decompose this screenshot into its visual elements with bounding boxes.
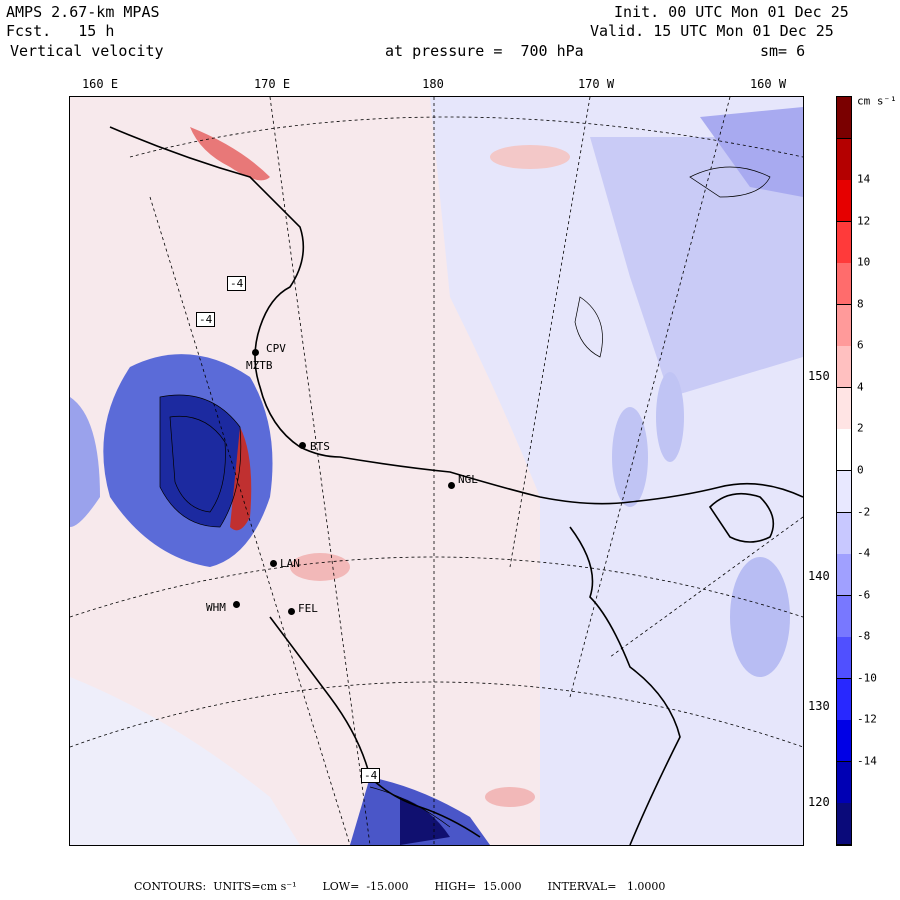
positive-core-ridge [230,427,252,531]
lon-label-160w: 160 W [749,77,787,91]
colorbar-swatch [837,471,851,514]
init-time: Init. 00 UTC Mon 01 Dec 25 [614,3,849,21]
lon-label-180: 180 [422,77,444,91]
meridian-160w [569,97,731,698]
colorbar-tick-label: -8 [857,629,871,643]
station-label-whm: WHM [206,601,226,614]
positive-region-north [190,127,270,181]
colorbar-swatch [837,761,851,804]
positive-blob [485,787,535,807]
colorbar-swatch [837,263,851,306]
colorbar-swatch [837,554,851,597]
station-dot [448,482,455,489]
negative-blob-east [730,557,790,677]
forecast-label: Fcst. 15 h [6,23,114,40]
colorbar-swatch [837,429,851,472]
contour [369,786,451,828]
contour-info: CONTOURS: UNITS=cm s⁻¹ LOW= -15.000 HIGH= … [134,880,691,893]
fcst-label: Fcst. [6,22,52,40]
colorbar-swatch [837,678,851,721]
contour [159,394,242,528]
contour-value-label: -4 [196,312,216,327]
coastline-island [708,492,775,543]
negative-core-dark [160,395,241,527]
station-label-bts: BTS [310,440,330,453]
contour [689,166,771,198]
field-name: Vertical velocity [10,42,164,60]
colorbar-tick-label: 12 [857,214,871,228]
contour-units: CONTOURS: UNITS=cm s⁻¹ [134,880,297,893]
negative-streak [656,372,684,462]
station-dot [288,608,295,615]
lon-label-170w: 170 W [577,77,615,91]
station-dot [233,601,240,608]
valid-time: Valid. 15 UTC Mon 01 Dec 25 [590,22,834,40]
ice-shelf-area [70,677,300,845]
positive-blob [290,553,350,581]
negative-region-northeast [590,137,803,397]
station-label-ngl: NGL [458,473,478,486]
contour [574,296,603,358]
meridian-170w [509,97,591,568]
meridian-170e [149,196,351,845]
contour-value-label: -4 [361,768,381,783]
colorbar-swatch [837,803,851,846]
map-canvas [70,97,803,845]
colorbar-swatch [837,512,851,555]
map-panel[interactable]: CPV MZTB BTS NGL LAN WHM FEL -4 -4 -4 [69,96,804,846]
coastline-east [569,526,681,845]
colorbar-tick-label: 10 [857,255,871,269]
station-label-cpv: CPV [266,342,286,355]
colorbar-tick-label: 8 [857,297,864,311]
colorbar-tick-label: 0 [857,463,864,477]
contour-interval: INTERVAL= 1.0000 [547,880,666,893]
colorbar-swatch [837,720,851,763]
negative-region-west-edge [70,397,100,527]
colorbar-swatch [837,138,851,181]
colorbar-tick-label: -14 [857,754,877,768]
colorbar-tick-label: -6 [857,588,871,602]
colorbar-tick-label: -10 [857,671,877,685]
contour-lines [159,166,771,828]
station-label-fel: FEL [298,602,318,615]
smoothing-value: sm= 6 [760,42,806,60]
colorbar [836,96,852,846]
strong-negative-patch [700,107,803,197]
colorbar-swatch [837,221,851,264]
negative-streak [612,407,648,507]
colorbar-swatch [837,595,851,638]
contour-high: HIGH= 15.000 [434,880,522,893]
model-title: AMPS 2.67-km MPAS [6,3,160,21]
colorbar-swatch [837,637,851,680]
contour-low: LOW= -15.000 [322,880,409,893]
latitude-circle [70,681,803,748]
lon-label-160e: 160 E [81,77,119,91]
colorbar-tick-label: 4 [857,380,864,394]
station-label-mztb: MZTB [246,359,273,372]
colorbar-swatch [837,97,851,140]
colorbar-units: cm s⁻¹ [857,94,897,108]
lon-label-170e: 170 E [253,77,291,91]
colorbar-swatch [837,180,851,223]
station-dot [252,349,259,356]
station-dot [299,442,306,449]
fcst-value: 15 h [78,22,115,40]
colorbar-swatch [837,387,851,430]
positive-blob [490,145,570,169]
colorbar-tick-label: 6 [857,338,864,352]
colorbar-swatch [837,304,851,347]
colorbar-tick-label: 14 [857,172,871,186]
colorbar-tick-label: 2 [857,421,864,435]
station-label-lan: LAN [280,557,300,570]
colorbar-tick-label: -2 [857,505,871,519]
meridian-150w [609,516,803,658]
negative-core-south [400,797,450,845]
contour [169,415,226,513]
colorbar-swatch [837,346,851,389]
colorbar-tick-label: -4 [857,546,871,560]
station-dot [270,560,277,567]
contour-value-label: -4 [227,276,247,291]
colorbar-tick-label: -12 [857,712,877,726]
pressure-level: at pressure = 700 hPa [385,42,584,60]
